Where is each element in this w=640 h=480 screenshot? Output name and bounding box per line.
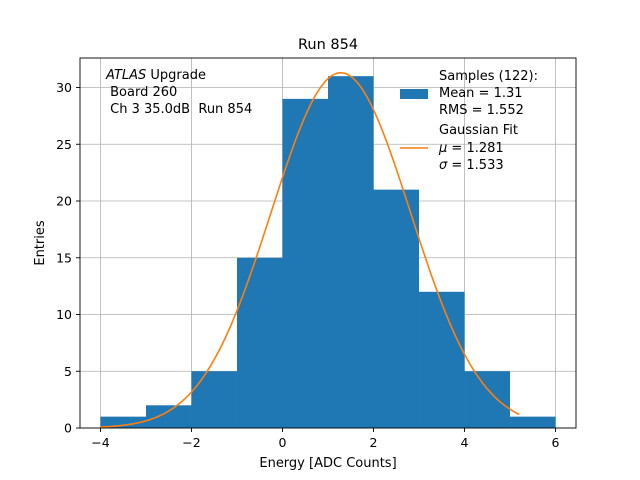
svg-text:ATLAS Upgrade: ATLAS Upgrade [105, 68, 206, 83]
atlas-annotation-italic: ATLAS [105, 68, 146, 83]
atlas-annotation-rest: Upgrade [146, 68, 206, 83]
legend-samples-swatch [400, 89, 428, 99]
x-tick-label: −2 [182, 435, 200, 450]
legend: Samples (122): Mean = 1.31 RMS = 1.552 G… [400, 69, 538, 173]
y-tick-label: 15 [56, 250, 72, 265]
legend-fit-mu-symbol: μ [438, 141, 447, 156]
y-tick-label: 25 [56, 137, 72, 152]
legend-fit-mu-value: = 1.281 [447, 141, 503, 156]
legend-fit-sigma-symbol: σ [439, 158, 448, 173]
histogram-bar [282, 98, 328, 429]
svg-text:μ = 1.281: μ = 1.281 [438, 141, 504, 156]
x-axis-ticks: −4 −2 0 2 4 6 [91, 428, 560, 450]
histogram-bar [419, 291, 465, 428]
x-tick-label: 0 [279, 435, 287, 450]
legend-fit-title: Gaussian Fit [439, 123, 518, 138]
histogram-bar [464, 371, 511, 428]
histogram-bar [328, 76, 374, 428]
legend-samples-mean: Mean = 1.31 [439, 86, 523, 101]
x-tick-label: 4 [461, 435, 469, 450]
plot-frame [79, 57, 577, 429]
atlas-annotation-channel: Ch 3 35.0dB Run 854 [106, 102, 252, 117]
x-tick-label: 2 [370, 435, 378, 450]
y-tick-label: 10 [56, 307, 72, 322]
legend-fit-sigma-value: = 1.533 [447, 158, 503, 173]
legend-samples-title: Samples (122): [439, 69, 538, 84]
chart-title: Run 854 [298, 37, 358, 53]
histogram-bar [373, 189, 420, 428]
y-axis-label: Entries [33, 220, 48, 266]
y-tick-label: 0 [64, 421, 72, 436]
atlas-annotation: ATLAS Upgrade Board 260 Ch 3 35.0dB Run … [105, 68, 252, 117]
histogram-bars [100, 76, 556, 429]
histogram-bar [236, 257, 283, 428]
y-tick-label: 30 [56, 80, 72, 95]
x-axis-label: Energy [ADC Counts] [259, 456, 396, 471]
histogram-bar [510, 416, 556, 428]
x-tick-label: 6 [552, 435, 560, 450]
svg-text:σ = 1.533: σ = 1.533 [439, 158, 504, 173]
histogram-bar [100, 416, 146, 428]
histogram-bar [191, 371, 237, 428]
legend-samples-rms: RMS = 1.552 [439, 103, 524, 118]
atlas-annotation-board: Board 260 [106, 85, 177, 100]
histogram-bar [145, 405, 192, 428]
y-axis-ticks: 0 5 10 15 20 25 30 [56, 80, 80, 436]
y-tick-label: 20 [56, 194, 72, 209]
y-tick-label: 5 [64, 364, 72, 379]
x-tick-label: −4 [91, 435, 109, 450]
gaussian-fit-curve [100, 71, 520, 428]
